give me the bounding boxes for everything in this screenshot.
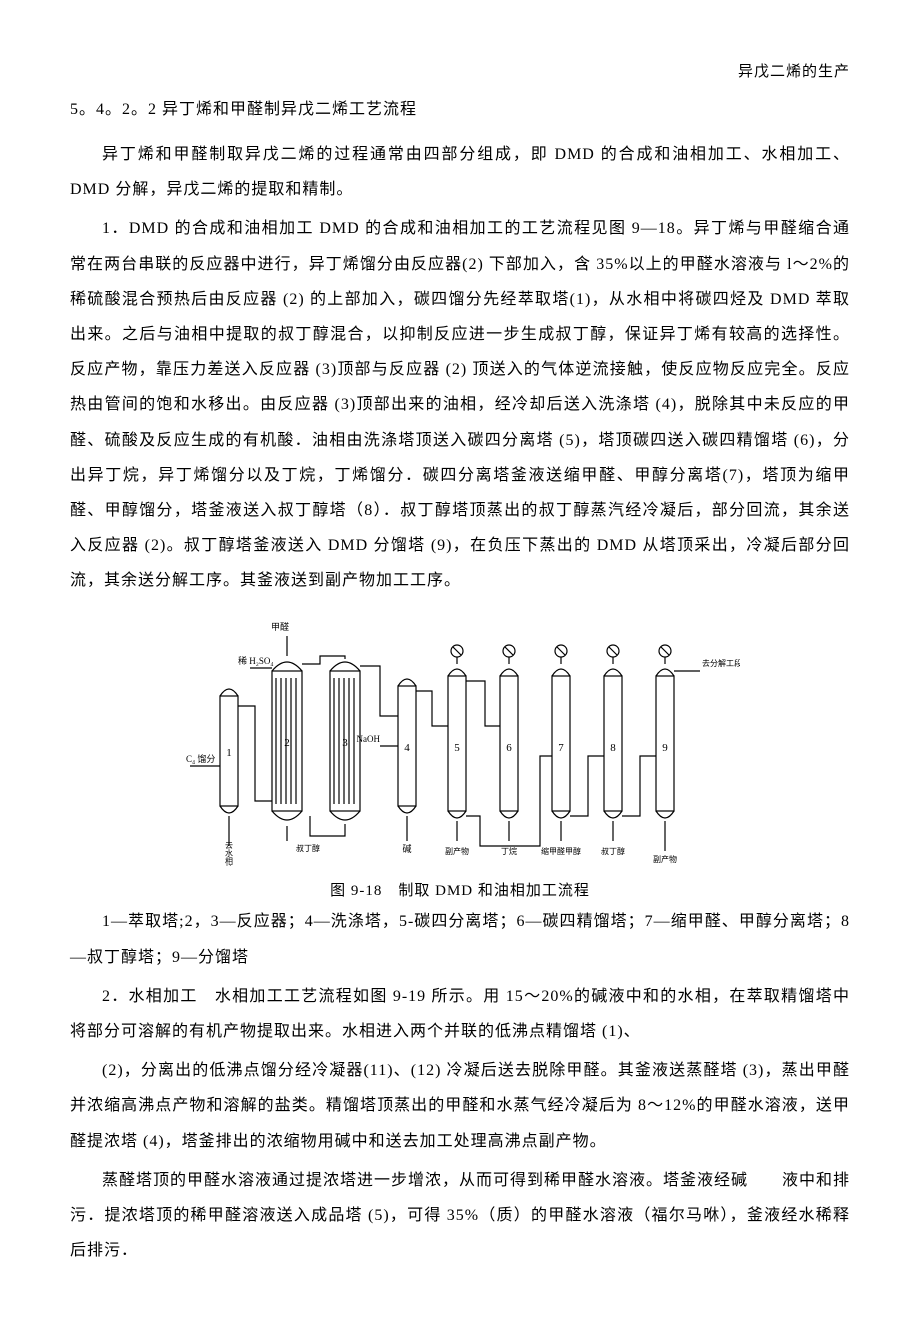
fig-num-8: 8 [610,742,616,754]
figure-caption: 图 9-18 制取 DMD 和油相加工流程 [70,879,850,900]
page-header-right: 异戊二烯的生产 [70,60,850,81]
paragraph-aqueous-2: (2)，分离出的低沸点馏分经冷凝器(11)、(12) 冷凝后送去脱除甲醛。其釜液… [70,1053,850,1159]
fig-num-5: 5 [454,742,460,754]
fig-label-qufj: 去分解工段 [702,658,740,668]
section-heading: 5。4。2。2 异丁烯和甲醛制异戊二烯工艺流程 [70,95,850,119]
fig-label-fcp1: 副产物 [445,846,469,856]
fig-num-9: 9 [662,742,668,754]
fig-label-fcp2: 副产物 [653,854,677,864]
fig-label-jian: 碱 [402,844,411,854]
fig-label-naoh: NaOH [357,734,381,744]
figure-9-18: 甲醛 稀 H₂SO₄ C₄ 馏分 去水相处理 叔丁醇 NaOH 碱 丁烷 缩甲醛… [70,616,850,871]
paragraph-intro: 异丁烯和甲醛制取异戊二烯的过程通常由四部分组成，即 DMD 的合成和油相加工、水… [70,137,850,207]
fig-label-sjqjc: 缩甲醛甲醇 [541,846,581,856]
fig-label-h2so4: 稀 H₂SO₄ [238,655,274,666]
figure-legend: 1—萃取塔;2，3—反应器；4—洗涤塔，5-碳四分离塔；6—碳四精馏塔；7—缩甲… [70,904,850,974]
page: 异戊二烯的生产 5。4。2。2 异丁烯和甲醛制异戊二烯工艺流程 异丁烯和甲醛制取… [0,0,920,1322]
fig-num-6: 6 [506,742,512,754]
paragraph-dmd: 1．DMD 的合成和油相加工 DMD 的合成和油相加工的工艺流程见图 9—18。… [70,211,850,598]
fig-num-7: 7 [558,742,564,754]
paragraph-aqueous-1: 2．水相加工 水相加工工艺流程如图 9-19 所示。用 15～20%的碱液中和的… [70,979,850,1049]
fig-num-1: 1 [226,747,232,759]
fig-label-dingwan: 丁烷 [501,846,517,856]
fig-label-top: 甲醛 [271,621,289,632]
paragraph-aqueous-3: 蒸醛塔顶的甲醛水溶液通过提浓塔进一步增浓，从而可得到稀甲醛水溶液。塔釜液经碱 液… [70,1163,850,1269]
diagram-svg: 甲醛 稀 H₂SO₄ C₄ 馏分 去水相处理 叔丁醇 NaOH 碱 丁烷 缩甲醛… [180,616,740,866]
fig-label-sdt: 叔丁醇 [296,843,320,853]
fig-num-2: 2 [284,737,290,749]
fig-label-sdt2: 叔丁醇 [601,846,625,856]
fig-num-4: 4 [404,742,410,754]
fig-label-bottomleft: 去水相处理 [225,840,234,866]
process-flow-diagram: 甲醛 稀 H₂SO₄ C₄ 馏分 去水相处理 叔丁醇 NaOH 碱 丁烷 缩甲醛… [180,616,740,866]
fig-num-3: 3 [342,737,348,749]
fig-label-c4: C₄ 馏分 [186,753,215,764]
